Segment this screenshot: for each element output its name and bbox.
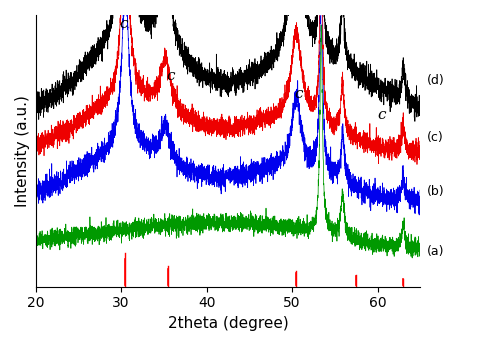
Text: c: c [378,108,386,122]
X-axis label: 2theta (degree): 2theta (degree) [168,316,288,331]
Text: c: c [294,88,303,101]
Text: (b): (b) [427,185,445,198]
Text: (a): (a) [427,245,444,258]
Text: c: c [166,69,175,83]
Text: c: c [120,17,128,31]
Text: (c): (c) [427,131,444,144]
Text: (d): (d) [427,74,445,87]
Y-axis label: Intensity (a.u.): Intensity (a.u.) [15,95,30,207]
